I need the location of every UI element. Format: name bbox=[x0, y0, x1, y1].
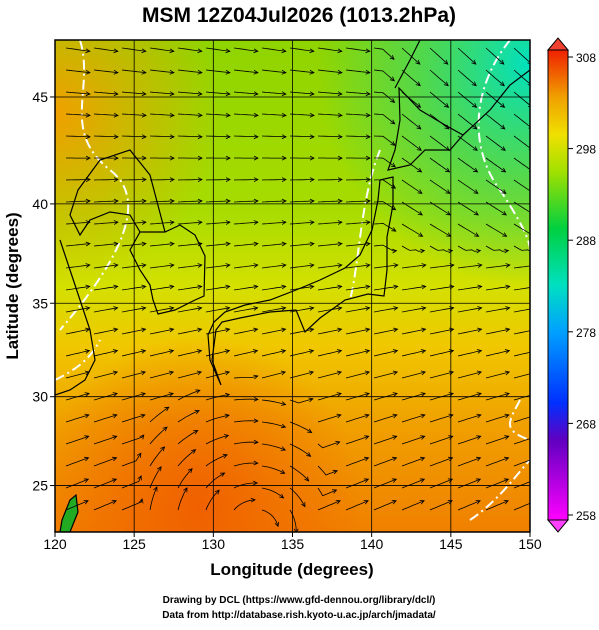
colorbar-label: 288 bbox=[576, 234, 596, 248]
streamline bbox=[262, 180, 286, 181]
footer-line: Drawing by DCL (https://www.gfd-dennou.o… bbox=[163, 595, 436, 606]
y-tick-label: 45 bbox=[32, 89, 48, 105]
footer-line: Data from http://database.rish.kyoto-u.a… bbox=[162, 610, 436, 621]
stream-arrow bbox=[532, 479, 536, 483]
colorbar-top bbox=[548, 38, 568, 50]
colorbar-label: 268 bbox=[576, 417, 596, 431]
stream-arrow bbox=[533, 350, 537, 354]
y-tick-label: 40 bbox=[32, 196, 48, 212]
x-tick-label: 125 bbox=[122, 536, 146, 552]
y-axis-label: Latitude (degrees) bbox=[3, 212, 22, 359]
stream-arrow bbox=[532, 500, 536, 504]
streamline bbox=[178, 180, 202, 181]
streamline bbox=[290, 180, 314, 181]
y-tick-label: 35 bbox=[32, 295, 48, 311]
x-tick-label: 140 bbox=[360, 536, 384, 552]
streamline bbox=[318, 180, 342, 181]
streamline bbox=[94, 180, 118, 181]
colorbar-label: 258 bbox=[576, 509, 596, 523]
colorbar-bottom bbox=[548, 520, 568, 532]
streamline bbox=[206, 180, 230, 181]
stream-arrow bbox=[533, 414, 537, 418]
stream-arrow bbox=[533, 328, 537, 332]
streamline bbox=[234, 180, 258, 181]
y-tick-label: 30 bbox=[32, 389, 48, 405]
colorbar-label: 308 bbox=[576, 51, 596, 65]
x-tick-label: 145 bbox=[439, 536, 463, 552]
stream-arrow bbox=[533, 307, 537, 311]
streamline bbox=[150, 180, 174, 181]
stream-arrow bbox=[534, 285, 538, 289]
stream-arrow bbox=[534, 264, 538, 268]
colorbar bbox=[548, 38, 568, 532]
x-tick-label: 120 bbox=[43, 536, 67, 552]
colorbar-label: 298 bbox=[576, 143, 596, 157]
stream-arrow bbox=[532, 436, 536, 440]
colorbar-label: 278 bbox=[576, 326, 596, 340]
stream-arrow bbox=[532, 457, 536, 461]
x-tick-label: 135 bbox=[281, 536, 305, 552]
x-tick-label: 150 bbox=[518, 536, 542, 552]
map-field bbox=[55, 40, 538, 533]
streamline bbox=[66, 180, 90, 181]
stream-arrow bbox=[530, 233, 535, 237]
stream-arrow bbox=[532, 249, 536, 253]
colorbar-body bbox=[548, 50, 568, 520]
y-tick-label: 25 bbox=[32, 478, 48, 494]
title: MSM 12Z04Jul2026 (1013.2hPa) bbox=[142, 4, 456, 27]
x-tick-label: 130 bbox=[202, 536, 226, 552]
x-axis-label: Longitude (degrees) bbox=[210, 560, 373, 579]
stream-arrow bbox=[533, 371, 537, 375]
stream-arrow bbox=[533, 393, 537, 397]
streamline bbox=[346, 180, 370, 181]
